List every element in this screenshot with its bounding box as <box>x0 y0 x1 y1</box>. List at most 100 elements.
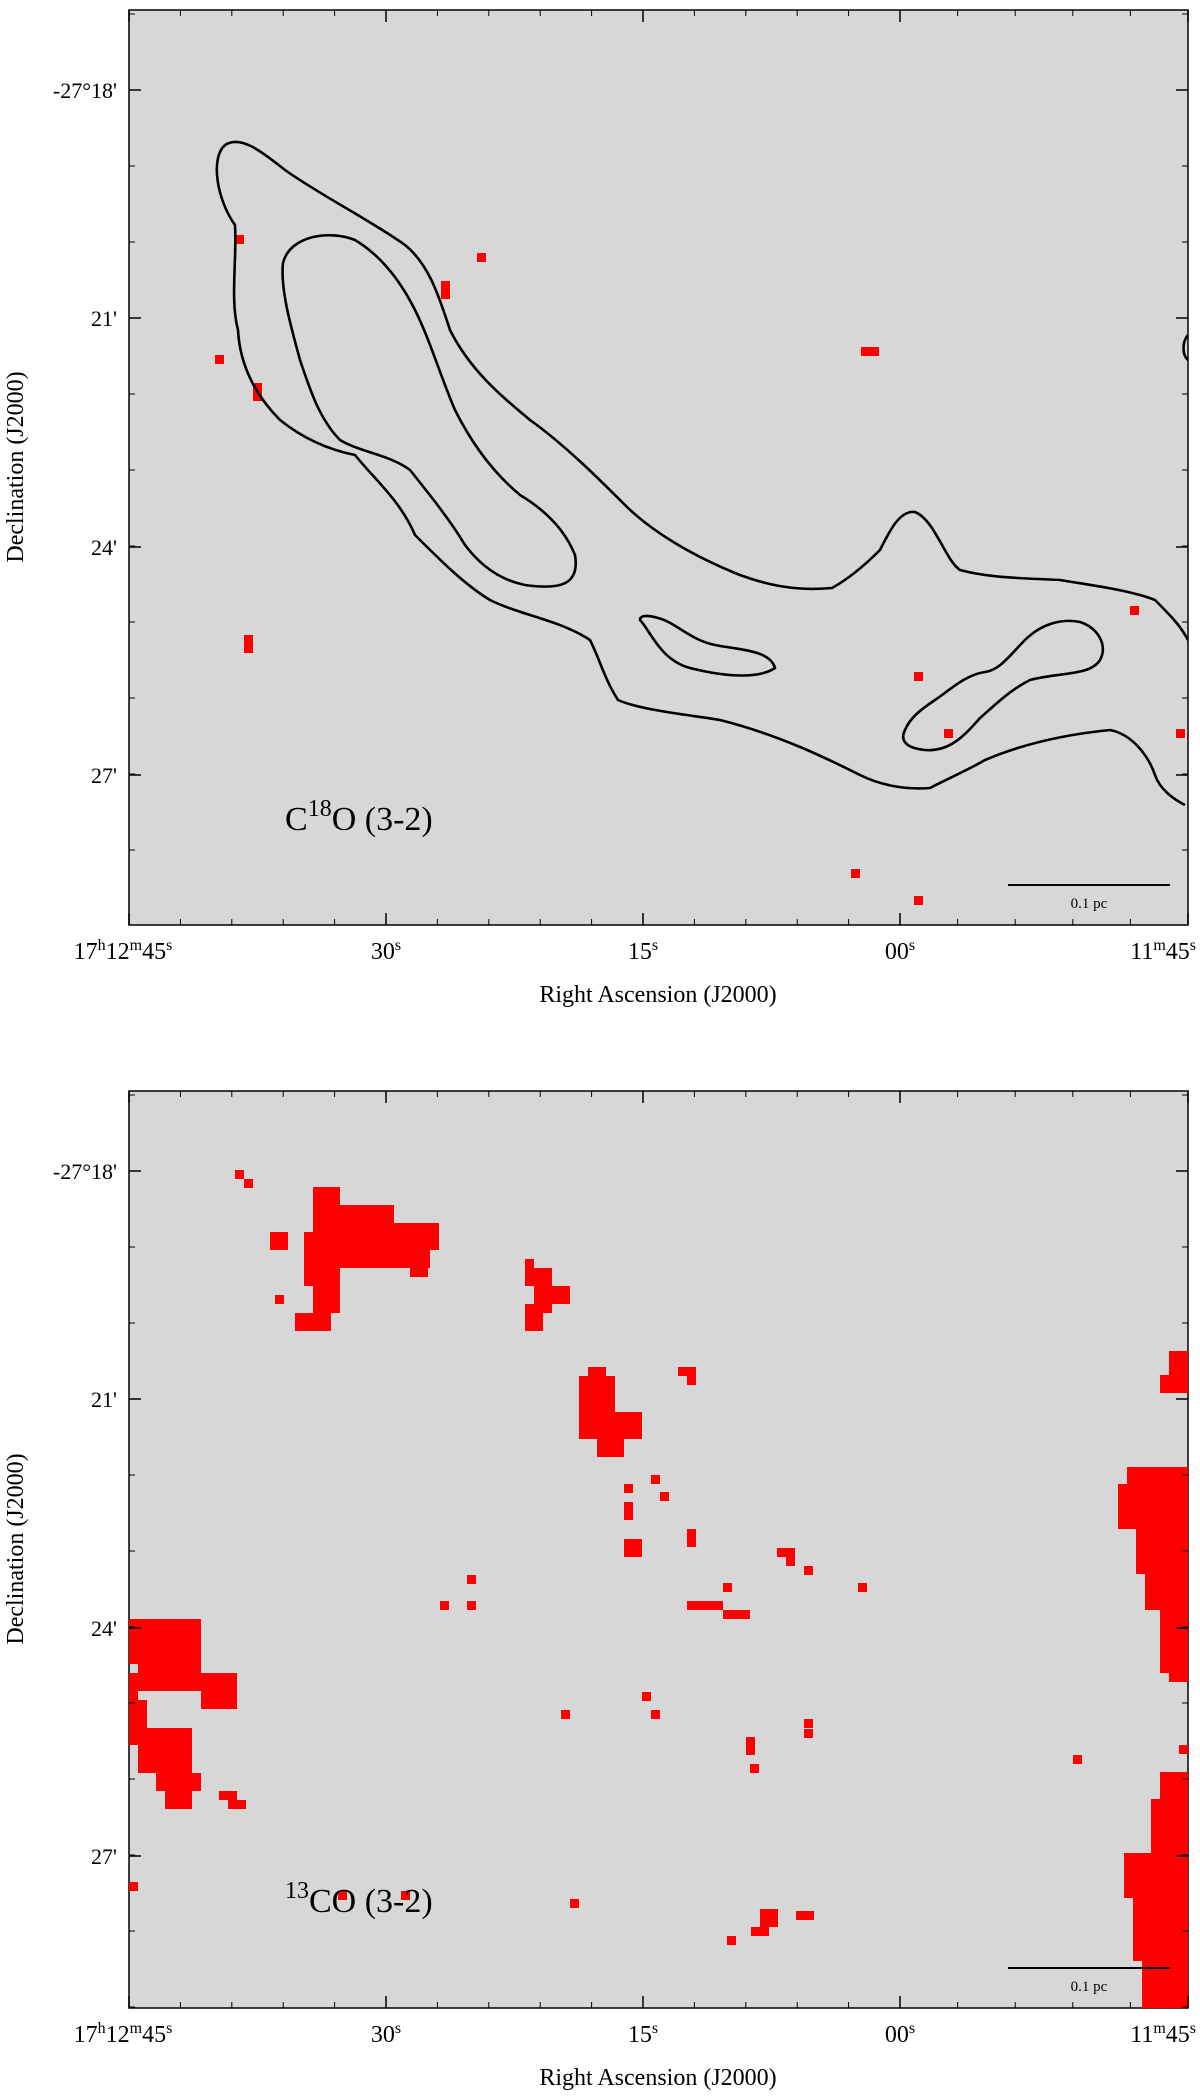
emission-pixel <box>1154 1520 1163 1529</box>
emission-pixel <box>467 1601 476 1610</box>
emission-pixel <box>156 1682 165 1691</box>
emission-pixel <box>174 1628 183 1637</box>
emission-pixel <box>570 1899 579 1908</box>
emission-pixel <box>367 1241 376 1250</box>
emission-pixel <box>129 1619 138 1628</box>
emission-pixel <box>1151 1943 1160 1952</box>
emission-pixel <box>147 1673 156 1682</box>
emission-pixel <box>331 1286 340 1295</box>
emission-pixel <box>1145 1583 1154 1592</box>
emission-pixel <box>597 1403 606 1412</box>
emission-pixel <box>1181 1511 1188 1520</box>
emission-pixel <box>235 235 244 244</box>
emission-pixel <box>192 1637 201 1646</box>
emission-pixel <box>1136 1502 1145 1511</box>
emission-pixel <box>385 1214 394 1223</box>
emission-pixel <box>760 1909 769 1918</box>
emission-pixel <box>376 1223 385 1232</box>
emission-pixel <box>138 1664 147 1673</box>
emission-pixel <box>201 1691 210 1700</box>
emission-pixel <box>228 1673 237 1682</box>
emission-pixel <box>192 1682 201 1691</box>
emission-pixel <box>1163 1583 1172 1592</box>
emission-pixel <box>723 1610 732 1619</box>
emission-pixel <box>1163 1529 1172 1538</box>
emission-pixel <box>138 1700 147 1709</box>
emission-pixel <box>174 1746 183 1755</box>
emission-pixel <box>687 1376 696 1385</box>
emission-pixel <box>129 1682 138 1691</box>
emission-pixel <box>322 1304 331 1313</box>
emission-pixel <box>147 1619 156 1628</box>
emission-pixel <box>1172 1484 1181 1493</box>
emission-pixel <box>1160 1952 1169 1961</box>
emission-pixel <box>156 1737 165 1746</box>
emission-pixel <box>1178 1673 1187 1682</box>
emission-pixel <box>760 1918 769 1927</box>
emission-pixel <box>165 1673 174 1682</box>
emission-pixel <box>165 1755 174 1764</box>
emission-pixel <box>331 1232 340 1241</box>
emission-pixel <box>1151 1952 1160 1961</box>
emission-pixel <box>358 1259 367 1268</box>
emission-pixel <box>304 1250 313 1259</box>
emission-pixel <box>606 1385 615 1394</box>
emission-pixel <box>1133 1898 1142 1907</box>
emission-pixel <box>165 1728 174 1737</box>
emission-pixel <box>183 1637 192 1646</box>
emission-pixel <box>1136 1556 1145 1565</box>
emission-pixel <box>1142 1871 1151 1880</box>
emission-pixel <box>1169 1979 1178 1988</box>
emission-pixel <box>597 1412 606 1421</box>
emission-pixel <box>1169 1853 1178 1862</box>
emission-pixel <box>1133 1853 1142 1862</box>
y-tick-label: 21' <box>91 306 117 331</box>
emission-pixel <box>1178 1375 1187 1384</box>
emission-pixel <box>376 1241 385 1250</box>
emission-pixel <box>1169 1637 1178 1646</box>
emission-pixel <box>165 1682 174 1691</box>
emission-pixel <box>633 1412 642 1421</box>
emission-pixel <box>615 1421 624 1430</box>
emission-pixel <box>1154 1592 1163 1601</box>
emission-pixel <box>331 1268 340 1277</box>
emission-pixel <box>138 1718 147 1727</box>
emission-pixel <box>1160 1889 1169 1898</box>
emission-pixel <box>597 1421 606 1430</box>
emission-pixel <box>129 1628 138 1637</box>
emission-pixel <box>1142 1889 1151 1898</box>
emission-pixel <box>322 1322 331 1331</box>
emission-pixel <box>419 1268 428 1277</box>
emission-pixel <box>1136 1467 1145 1476</box>
emission-pixel <box>165 1628 174 1637</box>
emission-pixel <box>1142 1862 1151 1871</box>
emission-pixel <box>1160 1916 1169 1925</box>
panel-13co: 17h12m45s 30s 15s 00s 11m45s -27°18' 21' 24' 27'… <box>3 1090 1196 2091</box>
emission-pixel <box>1154 1583 1163 1592</box>
emission-pixel <box>165 1773 174 1782</box>
emission-pixel <box>1151 1799 1160 1808</box>
emission-pixel <box>440 1601 449 1610</box>
emission-pixel <box>861 347 870 356</box>
emission-pixel <box>165 1619 174 1628</box>
emission-pixel <box>1169 1369 1178 1378</box>
emission-pixel <box>313 1322 322 1331</box>
emission-pixel <box>552 1286 561 1295</box>
emission-pixel <box>1187 1907 1188 1916</box>
x-tick-label: 00s <box>885 937 915 965</box>
emission-pixel <box>331 1259 340 1268</box>
emission-pixel <box>129 1673 138 1682</box>
emission-pixel <box>1169 1790 1178 1799</box>
emission-pixel <box>561 1286 570 1295</box>
emission-pixel <box>403 1250 412 1259</box>
emission-pixel <box>304 1232 313 1241</box>
edge-contour <box>1182 334 1188 361</box>
emission-pixel <box>606 1430 615 1439</box>
emission-pixel <box>534 1268 543 1277</box>
emission-pixel <box>183 1791 192 1800</box>
emission-pixel <box>1151 1880 1160 1889</box>
emission-pixel <box>367 1214 376 1223</box>
emission-pixel <box>1187 1664 1188 1673</box>
y-tick-label: 24' <box>91 535 117 560</box>
emission-pixel <box>1181 1592 1188 1601</box>
